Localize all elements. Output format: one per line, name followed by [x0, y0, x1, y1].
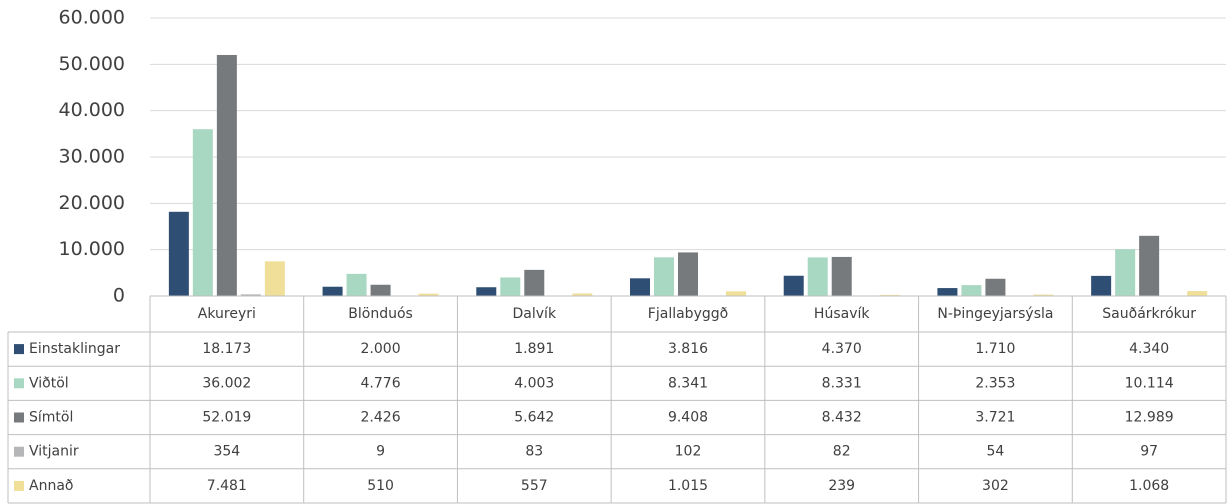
bar: [476, 287, 497, 296]
bar: [1091, 275, 1112, 296]
data-label: 1.710: [975, 341, 1015, 357]
y-tick-label: 0: [113, 285, 125, 307]
legend-label: Vitjanir: [29, 444, 79, 460]
data-label: 8.331: [822, 375, 862, 391]
y-tick-label: 40.000: [59, 99, 125, 121]
data-label: 1.068: [1129, 478, 1169, 494]
data-label: 54: [987, 444, 1005, 460]
bar: [630, 278, 650, 296]
data-label: 83: [525, 444, 543, 460]
bar: [961, 285, 982, 296]
data-label: 12.989: [1125, 410, 1174, 426]
data-label: 2.353: [975, 375, 1015, 391]
x-tick-label: Dalvík: [513, 306, 557, 322]
data-label: 9: [376, 444, 385, 460]
data-label: 1.015: [668, 478, 708, 494]
data-label: 10.114: [1125, 375, 1174, 391]
data-label: 18.173: [202, 341, 251, 357]
bar: [346, 273, 367, 296]
bar: [1033, 294, 1054, 296]
bar: [783, 275, 804, 296]
data-label: 302: [982, 478, 1009, 494]
bar: [418, 293, 439, 296]
data-label: 1.891: [514, 341, 554, 357]
data-label: 354: [213, 444, 240, 460]
data-label: 102: [675, 444, 702, 460]
legend-label: Símtöl: [29, 410, 73, 426]
y-tick-label: 30.000: [59, 146, 125, 168]
bar: [264, 261, 285, 296]
data-label: 2.000: [361, 341, 401, 357]
data-label: 510: [367, 478, 394, 494]
bar: [192, 129, 213, 296]
bar: [216, 54, 237, 296]
y-tick-label: 10.000: [59, 238, 125, 260]
data-label: 7.481: [207, 478, 247, 494]
legend-label: Viðtöl: [29, 375, 69, 391]
legend-key: [14, 480, 24, 491]
x-tick-label: Húsavík: [814, 306, 870, 322]
bar: [1187, 291, 1208, 296]
data-label: 4.370: [822, 341, 862, 357]
x-tick-label: N-Þingeyjarsýsla: [937, 306, 1053, 322]
data-label: 8.341: [668, 375, 708, 391]
legend-label: Einstaklingar: [29, 341, 120, 357]
data-label: 557: [521, 478, 548, 494]
legend-key: [14, 446, 24, 457]
data-label: 4.003: [514, 375, 554, 391]
data-label: 82: [833, 444, 851, 460]
bar: [168, 211, 189, 296]
bar: [572, 293, 593, 296]
data-label: 9.408: [668, 410, 708, 426]
bar: [807, 257, 828, 296]
data-label: 4.340: [1129, 341, 1169, 357]
bar: [322, 286, 343, 296]
data-label: 239: [828, 478, 855, 494]
bar: [370, 284, 391, 296]
bar: [654, 257, 674, 296]
bar: [937, 288, 958, 296]
bar: [1139, 235, 1160, 296]
bar: [240, 294, 261, 296]
x-tick-label: Blönduós: [348, 306, 413, 322]
y-tick-label: 50.000: [59, 53, 125, 75]
bar: [985, 278, 1006, 296]
bar: [524, 269, 545, 296]
bar: [1115, 249, 1136, 296]
data-label: 3.816: [668, 341, 708, 357]
data-label: 36.002: [202, 375, 251, 391]
bar: [831, 256, 852, 296]
y-tick-label: 60.000: [59, 7, 125, 29]
data-label: 97: [1140, 444, 1158, 460]
x-tick-label: Akureyri: [198, 306, 256, 322]
data-label: 52.019: [202, 410, 251, 426]
legend-key: [14, 412, 24, 423]
legend-key: [14, 378, 24, 389]
data-label: 5.642: [514, 410, 554, 426]
bar: [678, 252, 698, 296]
data-label: 2.426: [361, 410, 401, 426]
x-tick-label: Fjallabyggð: [648, 306, 728, 322]
bar: [726, 291, 746, 296]
data-label: 4.776: [361, 375, 401, 391]
bar: [500, 277, 521, 296]
legend-key: [14, 344, 24, 355]
bar: [879, 294, 900, 296]
legend-label: Annað: [29, 478, 73, 494]
data-label: 3.721: [975, 410, 1015, 426]
data-label: 8.432: [822, 410, 862, 426]
y-tick-label: 20.000: [59, 192, 125, 214]
x-tick-label: Sauðárkrókur: [1102, 306, 1196, 322]
